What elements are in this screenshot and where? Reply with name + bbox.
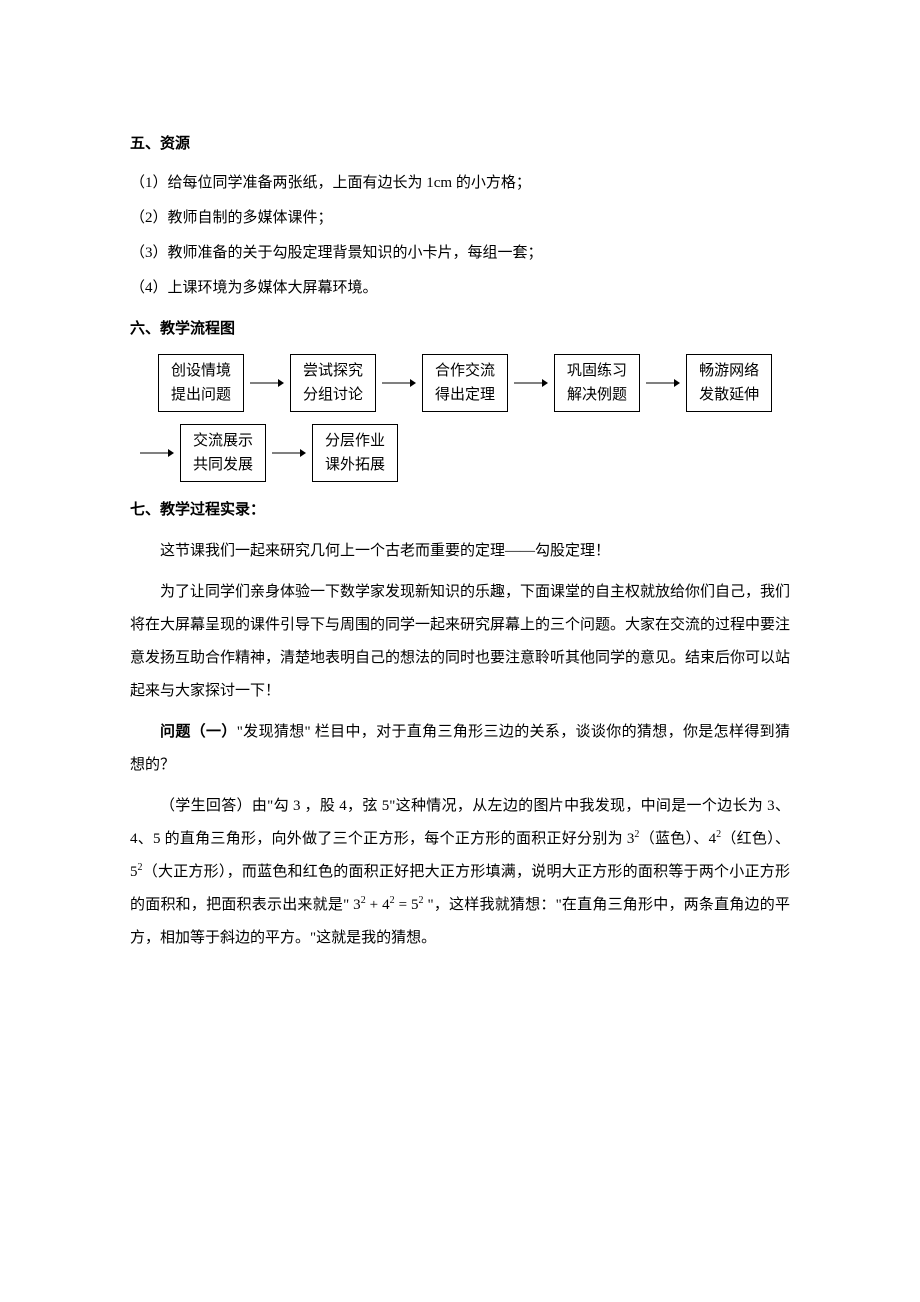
arrow-right-icon: [140, 447, 174, 459]
document-page: 五、资源 （1）给每位同学准备两张纸，上面有边长为 1cm 的小方格； （2）教…: [0, 0, 920, 1302]
process-intro-1: 这节课我们一起来研究几何上一个古老而重要的定理——勾股定理！: [130, 535, 790, 568]
flow-box-5-line2: 发散延伸: [699, 383, 759, 407]
flow-box-1-line2: 提出问题: [171, 383, 231, 407]
flow-box-6-line1: 交流展示: [193, 429, 253, 453]
flow-box-5: 畅游网络 发散延伸: [686, 354, 772, 412]
flow-box-4: 巩固练习 解决例题: [554, 354, 640, 412]
resource-item-4: （4）上课环境为多媒体大屏幕环境。: [130, 272, 790, 305]
resource-item-1: （1）给每位同学准备两张纸，上面有边长为 1cm 的小方格；: [130, 167, 790, 200]
arrow-right-icon: [250, 377, 284, 389]
flow-box-4-line1: 巩固练习: [567, 359, 627, 383]
section-5-title: 五、资源: [130, 128, 790, 161]
section-7-title: 七、教学过程实录：: [130, 494, 790, 527]
flow-box-1: 创设情境 提出问题: [158, 354, 244, 412]
arrow-right-icon: [514, 377, 548, 389]
section-6-title: 六、教学流程图: [130, 313, 790, 346]
flow-box-2-line2: 分组讨论: [303, 383, 363, 407]
question-1-label: 问题（一）: [160, 724, 237, 740]
flow-box-2: 尝试探究 分组讨论: [290, 354, 376, 412]
flow-box-1-line1: 创设情境: [171, 359, 231, 383]
flowchart-row-2: 交流展示 共同发展 分层作业 课外拓展: [158, 424, 790, 482]
flow-box-7: 分层作业 课外拓展: [312, 424, 398, 482]
flowchart: 创设情境 提出问题 尝试探究 分组讨论 合作交流 得出定理 巩固练习: [158, 354, 790, 482]
arrow-right-icon: [382, 377, 416, 389]
flow-box-7-line1: 分层作业: [325, 429, 385, 453]
flow-box-3-line2: 得出定理: [435, 383, 495, 407]
arrow-right-icon: [272, 447, 306, 459]
flow-box-6: 交流展示 共同发展: [180, 424, 266, 482]
flow-box-2-line1: 尝试探究: [303, 359, 363, 383]
flowchart-row-1: 创设情境 提出问题 尝试探究 分组讨论 合作交流 得出定理 巩固练习: [158, 354, 790, 412]
resource-item-2: （2）教师自制的多媒体课件；: [130, 202, 790, 235]
flow-box-5-line1: 畅游网络: [699, 359, 759, 383]
resource-item-3: （3）教师准备的关于勾股定理背景知识的小卡片，每组一套；: [130, 237, 790, 270]
question-1: 问题（一）"发现猜想" 栏目中，对于直角三角形三边的关系，谈谈你的猜想，你是怎样…: [130, 716, 790, 782]
flow-box-3-line1: 合作交流: [435, 359, 495, 383]
student-answer: （学生回答）由"勾 3 ，股 4，弦 5"这种情况，从左边的图片中我发现，中间是…: [130, 790, 790, 955]
process-intro-2: 为了让同学们亲身体验一下数学家发现新知识的乐趣，下面课堂的自主权就放给你们自己，…: [130, 576, 790, 708]
flow-box-4-line2: 解决例题: [567, 383, 627, 407]
flow-box-3: 合作交流 得出定理: [422, 354, 508, 412]
flow-box-6-line2: 共同发展: [193, 453, 253, 477]
arrow-right-icon: [646, 377, 680, 389]
flow-box-7-line2: 课外拓展: [325, 453, 385, 477]
